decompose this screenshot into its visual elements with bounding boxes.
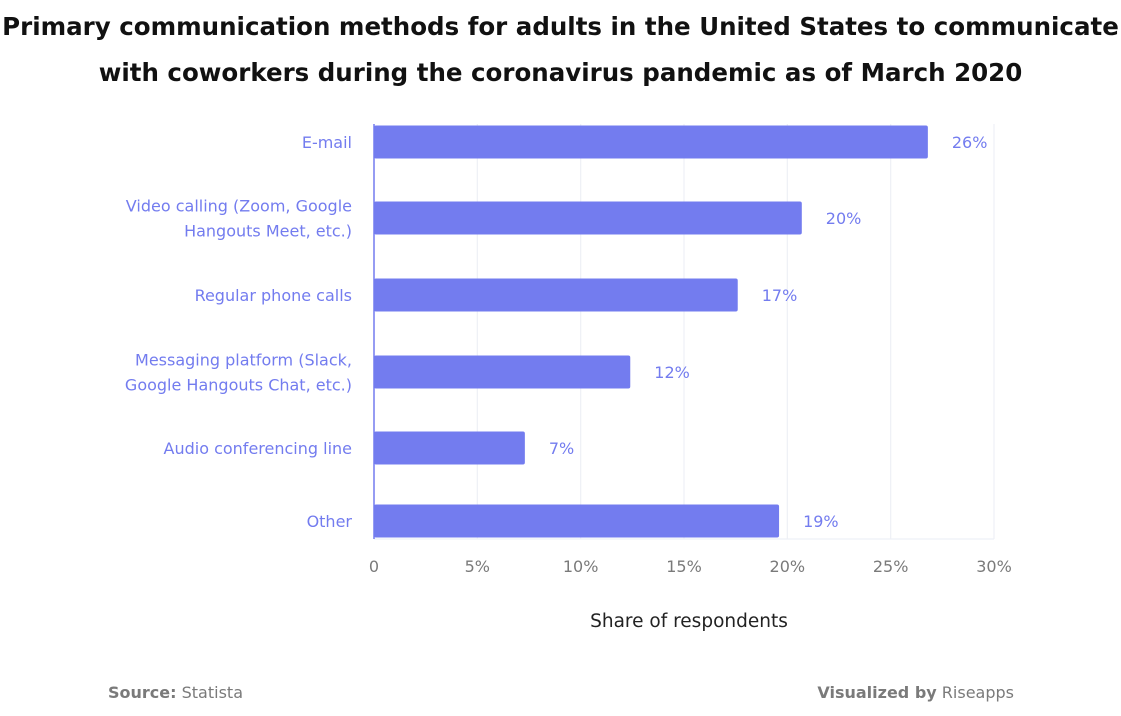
bar: [374, 355, 631, 389]
bar: [374, 504, 780, 538]
bar: [374, 201, 802, 235]
x-tick-label: 25%: [873, 557, 909, 576]
bar: [374, 278, 738, 312]
bar: [374, 125, 928, 159]
chart-title: Primary communication methods for adults…: [0, 4, 1121, 96]
x-tick-label: 5%: [465, 557, 490, 576]
bar: [374, 431, 525, 465]
credit-value: Riseapps: [941, 683, 1014, 702]
x-tick-label: 0: [369, 557, 379, 576]
category-label: Regular phone calls: [195, 286, 352, 305]
category-label: Hangouts Meet, etc.): [184, 222, 352, 241]
source-label: Source:: [108, 683, 177, 702]
source-value: Statista: [181, 683, 243, 702]
value-label: 19%: [803, 512, 839, 531]
value-label: 7%: [549, 439, 574, 458]
x-axis-title: Share of respondents: [590, 611, 788, 632]
value-label: 26%: [952, 133, 988, 152]
x-tick-label: 30%: [976, 557, 1012, 576]
category-label: Google Hangouts Chat, etc.): [125, 376, 352, 395]
x-tick-label: 20%: [770, 557, 806, 576]
source-note: Source: Statista: [108, 683, 243, 702]
x-tick-label: 10%: [563, 557, 599, 576]
category-label: Messaging platform (Slack,: [135, 351, 352, 370]
category-label: E-mail: [302, 133, 352, 152]
value-label: 12%: [654, 363, 690, 382]
chart-title-line-1: Primary communication methods for adults…: [2, 12, 1119, 41]
value-label: 17%: [762, 286, 798, 305]
x-tick-label: 15%: [666, 557, 702, 576]
chart-title-line-2: with coworkers during the coronavirus pa…: [98, 58, 1023, 87]
category-label: Audio conferencing line: [164, 439, 352, 458]
credit-note: Visualized by Riseapps: [817, 683, 1014, 702]
category-label: Video calling (Zoom, Google: [126, 197, 352, 216]
category-label: Other: [307, 512, 353, 531]
credit-label: Visualized by: [817, 683, 937, 702]
value-label: 20%: [826, 209, 862, 228]
